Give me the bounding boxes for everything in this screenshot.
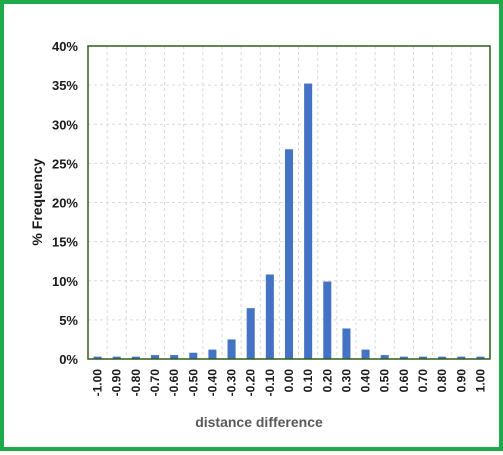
y-tick-label: 15% (52, 235, 78, 250)
bar--0.30 (227, 339, 236, 359)
x-tick-label: -0.70 (148, 369, 162, 397)
x-tick-label: -0.50 (186, 369, 200, 397)
x-tick-label: 0.00 (282, 369, 296, 393)
bar--0.90 (112, 356, 121, 359)
bar-chart: 0% 5% 10% 15% 20% 25% 30% 35% 40% -1.00 -0.90 -0.8… (29, 39, 491, 430)
bar-0.20 (323, 281, 332, 359)
bar--0.40 (208, 349, 217, 359)
y-tick-label: 40% (52, 39, 78, 54)
bar--0.10 (265, 274, 274, 359)
bar--0.60 (170, 355, 179, 359)
y-tick-labels: 0% 5% 10% 15% 20% 25% 30% 35% 40% (52, 39, 78, 367)
bar--1.00 (93, 356, 102, 359)
bar--0.20 (246, 308, 255, 359)
bar--0.50 (189, 352, 198, 359)
bar-0.10 (304, 83, 313, 359)
x-tick-label: -0.90 (110, 369, 124, 397)
x-tick-label: -0.40 (205, 369, 219, 397)
bar-0.90 (457, 356, 466, 359)
y-tick-label: 20% (52, 196, 78, 211)
x-tick-label: -0.20 (244, 369, 258, 397)
x-tick-label: 0.50 (378, 369, 392, 393)
x-tick-label: 0.80 (435, 369, 449, 393)
y-tick-label: 30% (52, 117, 78, 132)
y-tick-label: 35% (52, 78, 78, 93)
x-tick-label: 0.20 (320, 369, 334, 393)
bar-0.30 (342, 328, 351, 359)
x-tick-label: 0.60 (397, 369, 411, 393)
x-tick-label: -0.30 (225, 369, 239, 397)
plot-area-border (87, 45, 491, 360)
bar--0.80 (131, 356, 140, 359)
x-tick-labels: -1.00 -0.90 -0.80 -0.70 -0.60 -0.50 -0.40 -0.30… (91, 369, 488, 397)
x-tick-label: -1.00 (91, 369, 105, 397)
y-tick-label: 25% (52, 156, 78, 171)
x-tick-label: -0.60 (167, 369, 181, 397)
x-tick-label: 0.30 (339, 369, 353, 393)
x-axis-label: distance difference (195, 414, 323, 430)
bars (93, 83, 485, 359)
y-tick-label: 10% (52, 274, 78, 289)
bar-0.50 (380, 355, 389, 359)
x-tick-label: 1.00 (473, 369, 487, 393)
bar-0.00 (284, 149, 294, 359)
x-tick-label: 0.10 (301, 369, 315, 393)
y-tick-label: 0% (59, 352, 78, 367)
bar-0.60 (399, 356, 408, 359)
bar-0.80 (438, 356, 447, 359)
y-tick-label: 5% (59, 313, 78, 328)
x-tick-label: 0.90 (454, 369, 468, 393)
bar-0.40 (361, 349, 370, 359)
x-tick-label: -0.10 (263, 369, 277, 397)
x-tick-label: -0.80 (129, 369, 143, 397)
bar--0.70 (150, 355, 160, 359)
bar-1.00 (476, 356, 485, 359)
x-tick-label: 0.40 (359, 369, 373, 393)
y-axis-label: % Frequency (29, 158, 45, 245)
x-tick-label: 0.70 (416, 369, 430, 393)
bar-0.70 (418, 356, 428, 359)
